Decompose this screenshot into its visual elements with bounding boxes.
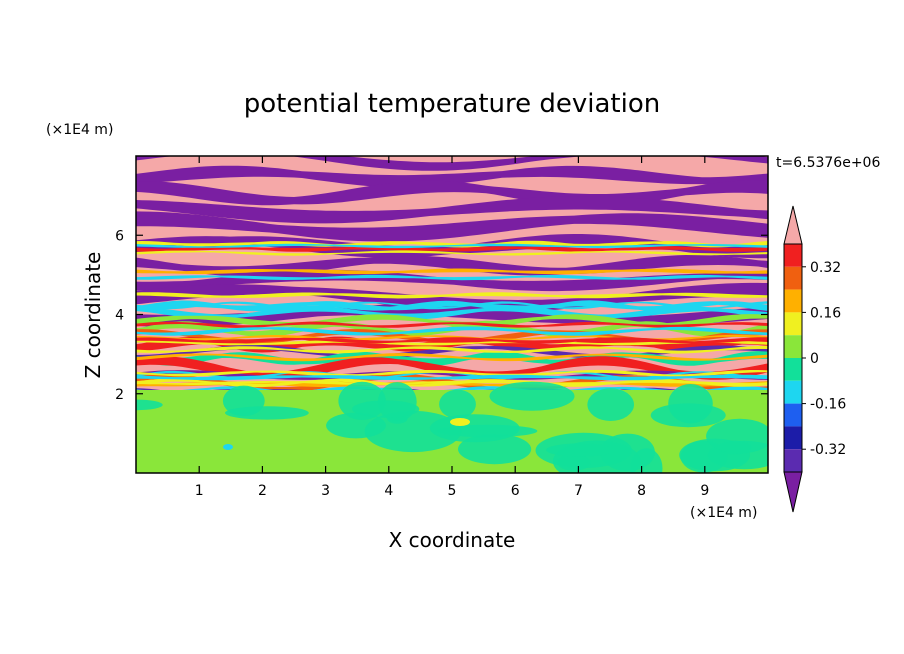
- contour-band: [136, 305, 768, 320]
- colorbar-segment: [784, 312, 802, 336]
- contour-band: [136, 326, 768, 336]
- contour-band: [136, 268, 768, 275]
- contour-band: [136, 340, 768, 346]
- contour-band: [136, 269, 768, 292]
- contour-band: [136, 353, 768, 362]
- contour-band: [136, 282, 768, 313]
- lower-blob: [680, 440, 728, 473]
- contour-band: [136, 165, 768, 188]
- x-axis-label: X coordinate: [389, 528, 516, 552]
- lower-blob: [225, 406, 309, 420]
- lower-blob: [429, 414, 520, 443]
- colorbar-bottom-extension: [783, 471, 803, 513]
- x-tick-label: 1: [195, 483, 204, 499]
- colorbar: [783, 205, 803, 513]
- colorbar-segment: [784, 289, 802, 313]
- x-ticks: 1 2 3 4 5 6 7 8 9: [195, 156, 709, 499]
- time-label: t=6.5376e+06: [776, 155, 880, 171]
- x-tick-label: 8: [637, 483, 646, 499]
- contour-band: [136, 345, 768, 354]
- colorbar-segment: [784, 380, 802, 404]
- contour-band: [136, 274, 768, 281]
- colorbar-segment: [784, 266, 802, 290]
- colorbar-tick-label: 0.32: [810, 260, 841, 276]
- contour-field: [136, 156, 768, 473]
- y-axis-label: Z coordinate: [81, 252, 105, 379]
- x-tick-label: 6: [511, 483, 520, 499]
- y-unit-label: (×1E4 m): [46, 122, 113, 138]
- x-tick-label: 2: [258, 483, 267, 499]
- lower-blob: [439, 389, 476, 419]
- colorbar-segment: [784, 449, 802, 472]
- lower-blob-warm: [450, 418, 470, 426]
- colorbar-ticks: 0.32 0.16 0 -0.16 -0.32: [802, 260, 846, 458]
- colorbar-tick-label: -0.32: [810, 442, 846, 458]
- colorbar-segment: [784, 244, 802, 267]
- y-tick-label: 4: [115, 308, 124, 324]
- colorbar-segment: [784, 335, 802, 358]
- y-ticks: 2 4 6: [115, 228, 768, 403]
- lower-blob: [668, 384, 713, 424]
- colorbar-tick-label: 0.16: [810, 305, 841, 321]
- x-tick-label: 9: [700, 483, 709, 499]
- contour-band: [136, 245, 768, 252]
- x-tick-label: 5: [448, 483, 457, 499]
- lower-blob-cool: [223, 444, 233, 450]
- contour-bands: [136, 156, 768, 399]
- contour-band: [136, 300, 768, 312]
- x-tick-label: 3: [321, 483, 330, 499]
- lower-blob: [136, 399, 163, 411]
- contour-band: [136, 380, 768, 386]
- y-tick-label: 2: [115, 387, 124, 403]
- contour-band: [136, 196, 768, 224]
- contour-band: [136, 337, 768, 344]
- contour-band: [136, 292, 768, 299]
- lower-blob: [587, 388, 634, 421]
- contour-band: [136, 156, 768, 171]
- colorbar-segment: [784, 358, 802, 381]
- chart-title: potential temperature deviation: [244, 89, 660, 119]
- contour-band: [136, 250, 768, 256]
- lower-contour-blobs: [136, 381, 768, 473]
- lower-blob: [546, 443, 614, 457]
- lower-blob: [352, 400, 420, 418]
- contour-band: [136, 321, 768, 328]
- x-unit-label: (×1E4 m): [690, 505, 757, 521]
- x-tick-label: 7: [574, 483, 583, 499]
- colorbar-tick-label: -0.16: [810, 397, 846, 413]
- x-tick-label: 4: [384, 483, 393, 499]
- colorbar-segment: [784, 403, 802, 427]
- y-tick-label: 6: [115, 228, 124, 244]
- contour-band: [136, 211, 768, 242]
- contour-band: [136, 374, 768, 381]
- contour-band: [136, 301, 768, 310]
- contour-band: [136, 369, 768, 377]
- colorbar-top-extension: [783, 205, 803, 245]
- colorbar-tick-label: 0: [810, 351, 819, 367]
- colorbar-segment: [784, 426, 802, 450]
- contour-band: [136, 234, 768, 259]
- lower-blob: [557, 453, 591, 471]
- contour-band: [136, 356, 768, 381]
- contour-band: [136, 243, 768, 249]
- lower-blob: [706, 418, 768, 454]
- lower-blob: [489, 381, 575, 411]
